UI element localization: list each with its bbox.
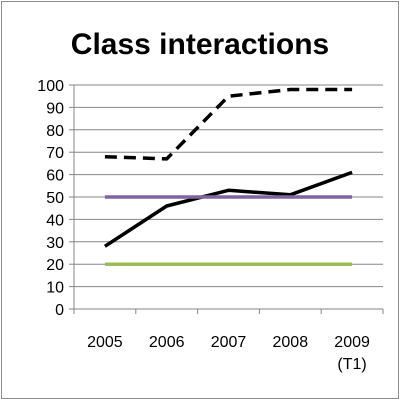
y-tick-label: 100 <box>37 78 64 95</box>
x-tick-label: 2007 <box>211 334 247 351</box>
x-tick-label: 2008 <box>273 334 309 351</box>
y-tick-label: 90 <box>46 100 64 117</box>
y-tick-labels: 0 10 20 30 40 50 60 70 80 90 100 <box>37 78 64 319</box>
y-tick-label: 40 <box>46 212 64 229</box>
y-tick-label: 70 <box>46 145 64 162</box>
y-tick-label: 10 <box>46 280 64 297</box>
y-tick-label: 0 <box>55 302 64 319</box>
y-tick-label: 60 <box>46 168 64 185</box>
y-tick-label: 80 <box>46 123 64 140</box>
y-tick-label: 30 <box>46 235 64 252</box>
series-lines <box>103 87 353 266</box>
y-tick-label: 20 <box>46 257 64 274</box>
series-line-2 <box>103 170 353 248</box>
x-tick-label: 2006 <box>149 334 185 351</box>
y-tick-label: 50 <box>46 190 64 207</box>
x-tick-label: 2009 (T1) <box>334 334 370 373</box>
gridlines <box>74 84 383 288</box>
series-line-1 <box>104 87 353 161</box>
chart-title: Class interactions <box>71 28 329 61</box>
x-tick-labels: 2005 2006 2007 2008 2009 (T1) <box>87 334 370 373</box>
axes <box>69 84 384 314</box>
x-tick-label: 2005 <box>87 334 123 351</box>
